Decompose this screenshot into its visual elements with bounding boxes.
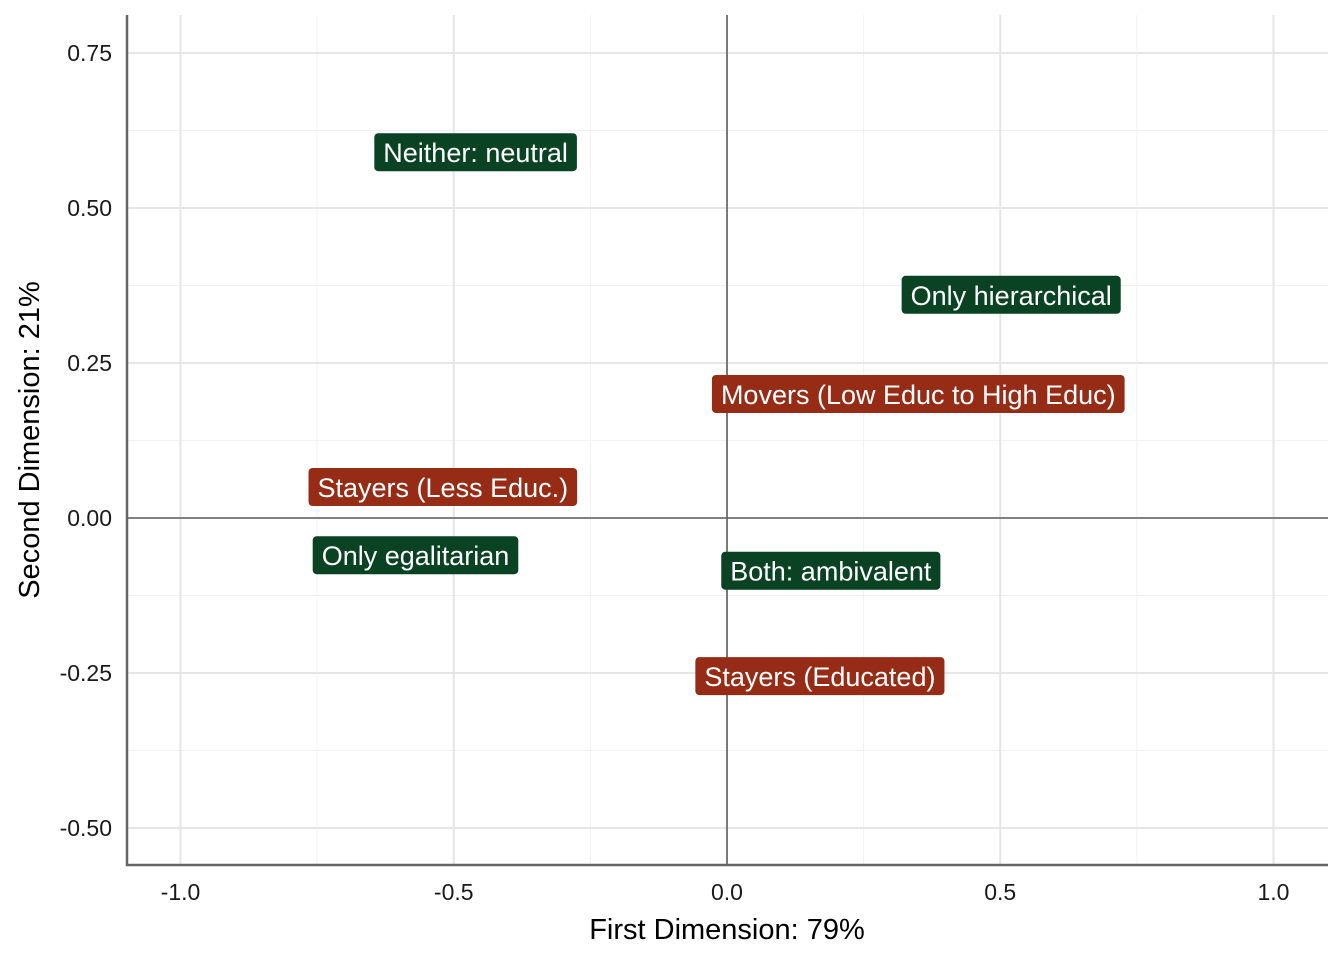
x-tick-label: -1.0 [161,879,201,905]
point-label-box: Stayers (Educated) [695,657,945,696]
y-tick-label: -0.25 [60,660,112,686]
axes [125,15,1328,867]
point-label-box: Stayers (Less Educ.) [308,468,578,506]
point-label-text: Stayers (Educated) [704,662,935,692]
point-label-background [901,275,1121,314]
point-label-text: Movers (Low Educ to High Educ) [721,380,1116,410]
x-tick-label: -0.5 [434,879,474,905]
point-label-box: Only egalitarian [312,536,519,575]
point-label-text: Stayers (Less Educ.) [318,473,569,503]
y-tick-labels: -0.50 -0.25 0.00 0.25 0.50 0.75 [60,40,112,841]
y-tick-label: 0.00 [67,505,112,531]
point-label-text: Only hierarchical [911,281,1112,311]
point-label-text: Both: ambivalent [730,557,932,587]
point-label-background [374,133,577,172]
point-label-box: Neither: neutral [374,133,577,172]
point-label-background [312,536,519,575]
point-labels: Neither: neutral Only hierarchical Movers … [308,133,1125,696]
point-label-box: Both: ambivalent [721,551,941,590]
point-label-background [308,468,578,506]
point-label-text: Only egalitarian [322,541,510,571]
y-tick-label: 0.75 [67,40,112,66]
point-label-background [711,375,1125,413]
x-tick-labels: -1.0 -0.5 0.0 0.5 1.0 [161,879,1290,905]
x-tick-label: 1.0 [1258,879,1290,905]
y-tick-label: 0.50 [67,195,112,221]
point-label-box: Movers (Low Educ to High Educ) [711,375,1125,413]
y-axis-title: Second Dimension: 21% [14,281,46,599]
point-label-text: Neither: neutral [383,138,568,168]
point-label-background [695,657,945,696]
x-tick-label: 0.5 [984,879,1016,905]
y-tick-label: -0.50 [60,815,112,841]
x-tick-label: 0.0 [711,879,743,905]
point-label-box: Only hierarchical [901,275,1121,314]
reference-lines [127,15,1328,865]
point-label-background [721,551,941,590]
x-axis-title: First Dimension: 79% [589,914,865,946]
y-tick-label: 0.25 [67,350,112,376]
